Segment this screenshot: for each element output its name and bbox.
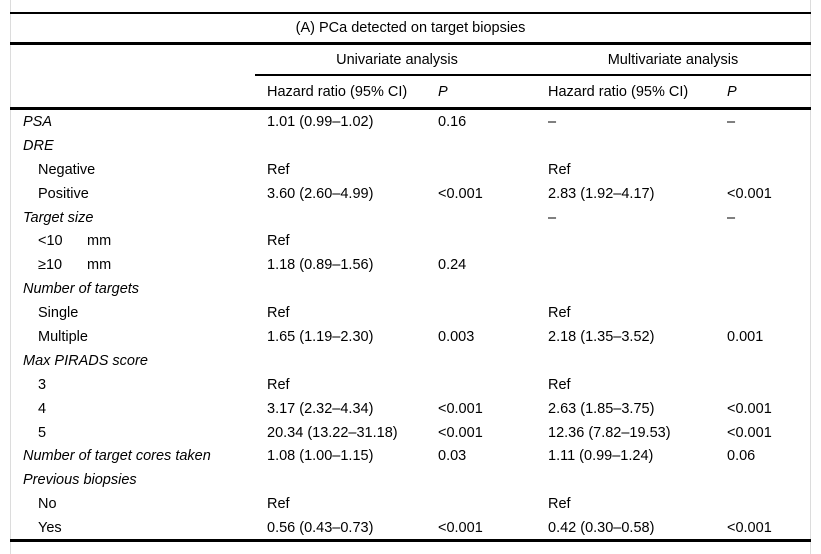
subheader-uni-p: P [438,84,448,100]
figure-frame-left [10,0,11,554]
table-row-max-pirads-score: Max PIRADS score [10,349,811,373]
uni-hr-cell: 20.34 (13.22–31.18) [267,424,398,441]
table-row-size-lt10: <10 mm Ref [10,229,811,253]
table-row-dre-positive: Positive 3.60 (2.60–4.99) <0.001 2.83 (1… [10,182,811,206]
table-rule-top [10,12,811,14]
multi-hr-cell: 0.42 (0.30–0.58) [548,520,655,537]
row-label: Max PIRADS score [23,352,148,369]
figure-frame-right [810,0,811,554]
row-label: PSA [23,113,53,130]
row-label: Target size [23,209,94,226]
size-unit: mm [87,257,112,274]
multi-p-cell: 0.06 [727,448,756,465]
multi-hr-cell: 1.11 (0.99–1.24) [548,448,654,465]
table-row-pirads-4: 4 3.17 (2.32–4.34) <0.001 2.63 (1.85–3.7… [10,397,811,421]
multi-hr-cell: Ref [548,305,571,322]
table-row-dre: DRE [10,134,811,158]
row-label: Previous biopsies [23,472,137,489]
uni-hr-cell: 1.65 (1.19–2.30) [267,328,374,345]
table-row-pirads-5: 5 20.34 (13.22–31.18) <0.001 12.36 (7.82… [10,421,811,445]
multi-p-cell: – [727,209,736,226]
multi-hr-cell: 2.83 (1.92–4.17) [548,185,655,202]
uni-p-cell: 0.16 [438,113,467,130]
uni-hr-cell: 0.56 (0.43–0.73) [267,520,374,537]
table-row-target-size: Target size – – [10,206,811,230]
uni-p-cell: 0.24 [438,257,467,274]
table-row-targets-multiple: Multiple 1.65 (1.19–2.30) 0.003 2.18 (1.… [10,325,811,349]
table-row-previous-yes: Yes 0.56 (0.43–0.73) <0.001 0.42 (0.30–0… [10,516,811,540]
table-rule-under-title [10,42,811,45]
table-row-pirads-3: 3 Ref Ref [10,373,811,397]
table-row-previous-biopsies: Previous biopsies [10,468,811,492]
table-rule-bottom [10,539,811,542]
row-label: Multiple [38,328,88,345]
table-row-targets-single: Single Ref Ref [10,301,811,325]
row-label: 3 [38,376,47,393]
subheader-uni-hr: Hazard ratio (95% CI) [267,84,408,100]
multi-hr-cell: 2.18 (1.35–3.52) [548,328,655,345]
table-row-target-cores-taken: Number of target cores taken 1.08 (1.00–… [10,444,811,468]
uni-hr-cell: 1.01 (0.99–1.02) [267,113,374,130]
subheader-multi-hr: Hazard ratio (95% CI) [548,84,689,100]
multi-p-cell: <0.001 [727,520,772,537]
multi-p-cell: – [727,113,736,130]
uni-p-cell: 0.003 [438,328,475,345]
uni-hr-cell: Ref [267,233,290,250]
uni-p-cell: <0.001 [438,424,483,441]
row-label: DRE [23,137,54,154]
multi-p-cell: <0.001 [727,400,772,417]
multi-p-cell: <0.001 [727,185,772,202]
uni-hr-cell: Ref [267,305,290,322]
subheader-multi-p: P [727,84,737,100]
table-title: (A) PCa detected on target biopsies [295,20,526,36]
multi-hr-cell: Ref [548,376,571,393]
multi-p-cell: 0.001 [727,328,764,345]
uni-hr-cell: 1.18 (0.89–1.56) [267,257,374,274]
row-label: No [38,496,57,513]
row-label: Number of target cores taken [23,448,211,465]
uni-hr-cell: Ref [267,496,290,513]
uni-hr-cell: 1.08 (1.00–1.15) [267,448,374,465]
uni-hr-cell: 3.17 (2.32–4.34) [267,400,374,417]
uni-p-cell: 0.03 [438,448,467,465]
table-body: PSA 1.01 (0.99–1.02) 0.16 – – DRE Negati… [10,110,811,540]
row-label: Single [38,305,79,322]
uni-hr-cell: Ref [267,376,290,393]
table-subheader-row: Hazard ratio (95% CI) P Hazard ratio (95… [10,78,811,106]
size-value: <10 [38,233,63,250]
row-label: 4 [38,400,47,417]
row-label: Number of targets [23,281,140,298]
uni-p-cell: <0.001 [438,520,483,537]
uni-hr-cell: 3.60 (2.60–4.99) [267,185,374,202]
row-label: <10 mm [10,233,267,249]
column-group-univariate: Univariate analysis [336,52,458,68]
uni-p-cell: <0.001 [438,400,483,417]
table-row-size-ge10: ≥10 mm 1.18 (0.89–1.56) 0.24 [10,253,811,277]
multi-hr-cell: 2.63 (1.85–3.75) [548,400,655,417]
table-rule-under-groups [255,74,811,76]
row-label: Negative [38,161,96,178]
column-group-multivariate: Multivariate analysis [607,52,739,68]
table-rule-under-header [10,107,811,110]
row-label: Positive [38,185,89,202]
table-row-dre-negative: Negative Ref Ref [10,158,811,182]
size-unit: mm [87,233,112,250]
multi-hr-cell: Ref [548,496,571,513]
table-row-previous-no: No Ref Ref [10,492,811,516]
uni-hr-cell: Ref [267,161,290,178]
multi-hr-cell: – [548,113,557,130]
table-row-psa: PSA 1.01 (0.99–1.02) 0.16 – – [10,110,811,134]
multi-hr-cell: Ref [548,161,571,178]
row-label: ≥10 mm [10,257,267,273]
size-value: ≥10 [38,257,63,274]
uni-p-cell: <0.001 [438,185,483,202]
row-label: Yes [38,520,62,537]
table-row-number-of-targets: Number of targets [10,277,811,301]
multi-p-cell: <0.001 [727,424,772,441]
row-label: 5 [38,424,47,441]
multi-hr-cell: – [548,209,557,226]
multi-hr-cell: 12.36 (7.82–19.53) [548,424,671,441]
